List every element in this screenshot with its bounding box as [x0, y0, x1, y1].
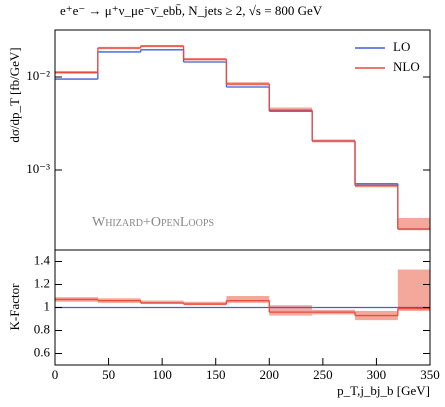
y-tick-label: 0.6 — [34, 344, 51, 359]
y-tick-label: 1 — [44, 298, 51, 313]
legend-label: NLO — [393, 59, 420, 74]
y-tick-label: 1.4 — [34, 252, 51, 267]
y-axis-label: dσ/dp_T [fb/GeV] — [7, 47, 22, 142]
x-axis-label: p_T,j_bj_b [GeV] — [337, 383, 430, 398]
x-tick-label: 200 — [260, 367, 280, 382]
error-band — [226, 296, 270, 303]
x-tick-label: 300 — [367, 367, 387, 382]
x-tick-label: 150 — [206, 367, 226, 382]
x-tick-label: 350 — [420, 367, 440, 382]
error-band — [269, 305, 313, 316]
y-tick-label: 10⁻² — [26, 68, 50, 83]
error-band — [397, 217, 430, 231]
chart-title: e⁺e⁻ → μ⁺ν_μe⁻ν̄_ebb̄, N_jets ≥ 2, √s = … — [60, 3, 323, 18]
y-tick-label: 1.2 — [34, 275, 50, 290]
annotation: Whizard+OpenLoops — [92, 215, 214, 230]
legend-label: LO — [393, 39, 410, 54]
y-axis-label: K-Factor — [7, 283, 22, 331]
x-tick-label: 0 — [52, 367, 59, 382]
error-band — [397, 269, 430, 311]
x-tick-label: 250 — [313, 367, 333, 382]
y-tick-label: 0.8 — [34, 321, 50, 336]
y-tick-label: 10⁻³ — [26, 161, 50, 176]
x-tick-label: 50 — [102, 367, 115, 382]
x-tick-label: 100 — [152, 367, 172, 382]
